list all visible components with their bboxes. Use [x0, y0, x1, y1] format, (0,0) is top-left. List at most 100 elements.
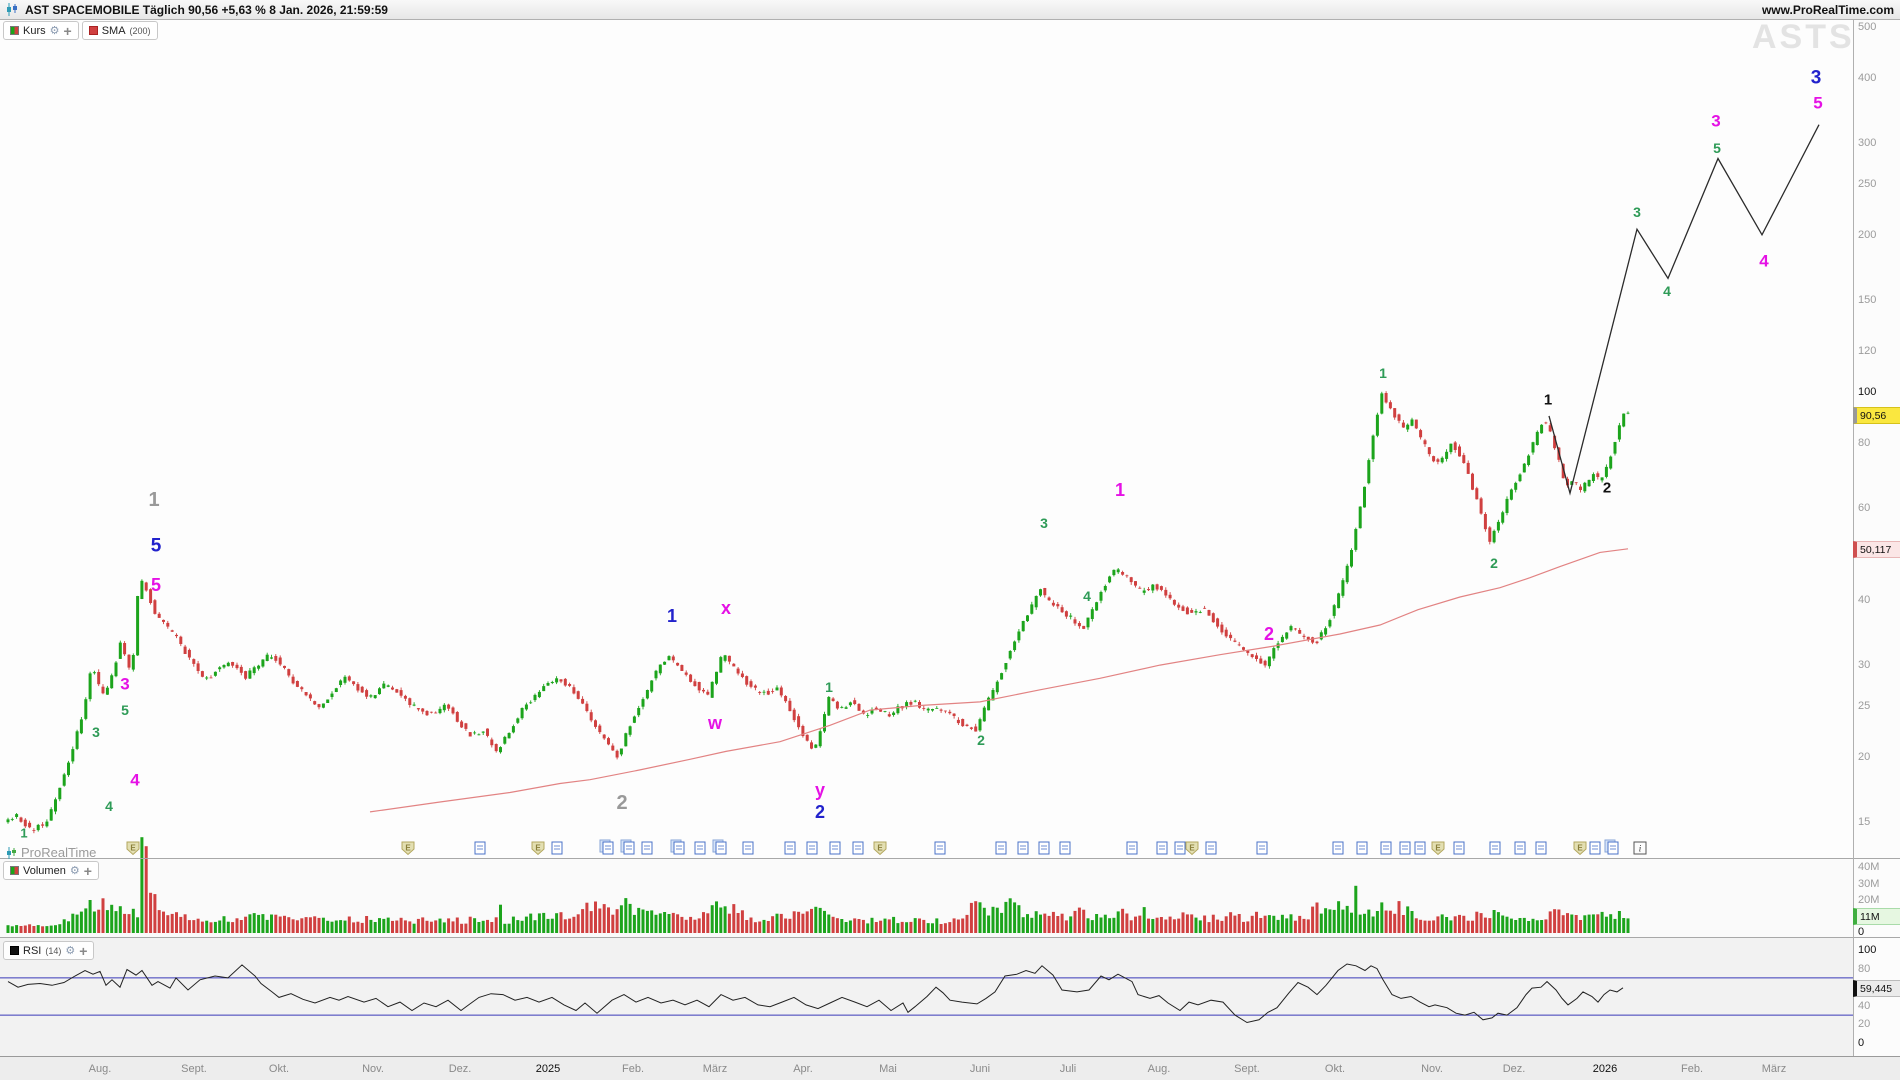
wave-label-green-1[interactable]: 1 [20, 825, 28, 841]
price-tick-80: 80 [1858, 437, 1871, 449]
wave-label-blue-1[interactable]: 1 [666, 606, 678, 626]
wave-label-gray-1[interactable]: 1 [148, 489, 160, 511]
time-axis[interactable]: Aug. Sept. Okt. Nov. Dez. 2025 Feb. März Apr. Mai… [0, 1056, 1900, 1080]
sma-legend-box[interactable]: SMA (200) [81, 21, 158, 40]
earnings-icon[interactable]: E [873, 841, 887, 856]
rsi-legend-box[interactable]: RSI (14) ⚙ + [3, 941, 95, 960]
wave-label-green-3[interactable]: 3 [1040, 515, 1048, 531]
time-tick-2025: 2025 [535, 1063, 561, 1075]
earnings-icon[interactable]: E [126, 841, 140, 856]
news-icon[interactable] [1038, 841, 1050, 855]
wave-label-magenta-2[interactable]: 2 [1263, 624, 1275, 644]
wave-label-green-1[interactable]: 1 [1379, 365, 1387, 381]
price-legend-box[interactable]: Kurs ⚙ + [3, 21, 79, 40]
wave-label-magenta-5[interactable]: 5 [150, 575, 162, 595]
rsi-tick-0: 0 [1858, 1037, 1865, 1049]
news-icon[interactable] [1453, 841, 1465, 855]
wave-label-green-5[interactable]: 5 [1713, 140, 1721, 156]
news-stack-icon[interactable] [599, 839, 614, 855]
news-icon[interactable] [1535, 841, 1547, 855]
wave-label-blue-5[interactable]: 5 [150, 535, 162, 557]
wave-label-blue-2[interactable]: 2 [814, 802, 826, 822]
wave-label-green-4[interactable]: 4 [1083, 588, 1091, 604]
news-icon[interactable] [1205, 841, 1217, 855]
news-stack-icon[interactable] [670, 839, 685, 855]
news-icon[interactable] [1399, 841, 1411, 855]
news-icon[interactable] [934, 841, 946, 855]
volume-series-swatch-icon [10, 866, 19, 875]
news-icon[interactable] [551, 841, 563, 855]
news-icon[interactable] [1380, 841, 1392, 855]
volume-settings-wrench-icon[interactable]: ⚙ [69, 865, 80, 877]
wave-label-magenta-3[interactable]: 3 [120, 674, 130, 694]
earnings-icon[interactable]: E [531, 841, 545, 856]
wave-label-green-3[interactable]: 3 [1633, 204, 1641, 220]
news-icon[interactable] [1356, 841, 1368, 855]
time-tick-Okt: Okt. [268, 1063, 290, 1075]
volume-legend-box[interactable]: Volumen ⚙ + [3, 861, 99, 880]
wave-label-magenta-3[interactable]: 3 [1711, 111, 1721, 131]
rsi-tick-80: 80 [1858, 963, 1871, 975]
volume-add-button[interactable]: + [83, 862, 92, 879]
news-icon[interactable] [641, 841, 653, 855]
price-settings-wrench-icon[interactable]: ⚙ [49, 25, 60, 37]
wave-label-green-4[interactable]: 4 [105, 798, 113, 814]
news-icon[interactable] [1589, 841, 1601, 855]
earnings-icon[interactable]: E [1185, 841, 1199, 856]
news-icon[interactable] [742, 841, 754, 855]
news-icon[interactable] [995, 841, 1007, 855]
news-stack-icon[interactable] [620, 839, 635, 855]
news-icon[interactable] [694, 841, 706, 855]
news-icon[interactable] [474, 841, 486, 855]
news-icon[interactable] [1514, 841, 1526, 855]
wave-label-black-2[interactable]: 2 [1602, 479, 1612, 497]
news-icon[interactable] [829, 841, 841, 855]
news-stack-icon[interactable] [712, 839, 727, 855]
wave-label-magenta-5[interactable]: 5 [1813, 93, 1823, 113]
wave-label-magenta-4[interactable]: 4 [130, 770, 140, 790]
ticker-watermark: ASTS [1752, 18, 1855, 56]
news-stack-icon[interactable] [1604, 839, 1619, 855]
wave-label-green-2[interactable]: 2 [977, 732, 985, 748]
wave-label-green-1[interactable]: 1 [825, 679, 833, 695]
news-icon[interactable] [806, 841, 818, 855]
earnings-icon[interactable]: E [1573, 841, 1587, 856]
news-icon[interactable] [1126, 841, 1138, 855]
add-indicator-button[interactable]: + [63, 22, 72, 39]
news-icon[interactable] [852, 841, 864, 855]
sma-value: 50,117 [1860, 543, 1892, 556]
wave-label-gray-2[interactable]: 2 [616, 792, 628, 814]
news-icon[interactable] [784, 841, 796, 855]
earnings-icon[interactable]: E [1431, 841, 1445, 856]
prorealtime-link[interactable]: www.ProRealTime.com [1761, 2, 1894, 17]
wave-label-magenta-4[interactable]: 4 [1759, 251, 1769, 271]
wave-label-magenta-y[interactable]: y [814, 780, 826, 800]
wave-label-green-4[interactable]: 4 [1663, 283, 1671, 299]
wave-projection-line[interactable] [1548, 124, 1820, 496]
wave-label-black-1[interactable]: 1 [1543, 391, 1553, 409]
news-icon[interactable] [1156, 841, 1168, 855]
news-icon[interactable] [1017, 841, 1029, 855]
price-tick-15: 15 [1858, 816, 1871, 828]
news-icon[interactable] [1489, 841, 1501, 855]
sma-value-tag: 50,117 [1853, 541, 1900, 558]
wave-label-green-5[interactable]: 5 [121, 702, 129, 718]
news-icon[interactable] [1332, 841, 1344, 855]
rsi-settings-wrench-icon[interactable]: ⚙ [65, 945, 76, 957]
last-price-tag: 90,56 [1853, 407, 1900, 424]
wave-label-magenta-x[interactable]: x [720, 598, 732, 618]
wave-label-magenta-1[interactable]: 1 [1114, 480, 1126, 500]
rsi-add-button[interactable]: + [79, 942, 88, 959]
earnings-icon[interactable]: E [401, 841, 415, 856]
news-icon[interactable] [1256, 841, 1268, 855]
wave-label-magenta-w[interactable]: w [707, 713, 723, 733]
wave-label-blue-3[interactable]: 3 [1810, 67, 1822, 89]
wave-label-green-3[interactable]: 3 [92, 724, 100, 740]
news-icon[interactable] [1414, 841, 1426, 855]
news-icon[interactable] [1059, 841, 1071, 855]
wave-label-green-2[interactable]: 2 [1490, 555, 1498, 571]
news-icon[interactable] [1174, 841, 1186, 855]
info-icon[interactable]: i [1633, 841, 1647, 855]
